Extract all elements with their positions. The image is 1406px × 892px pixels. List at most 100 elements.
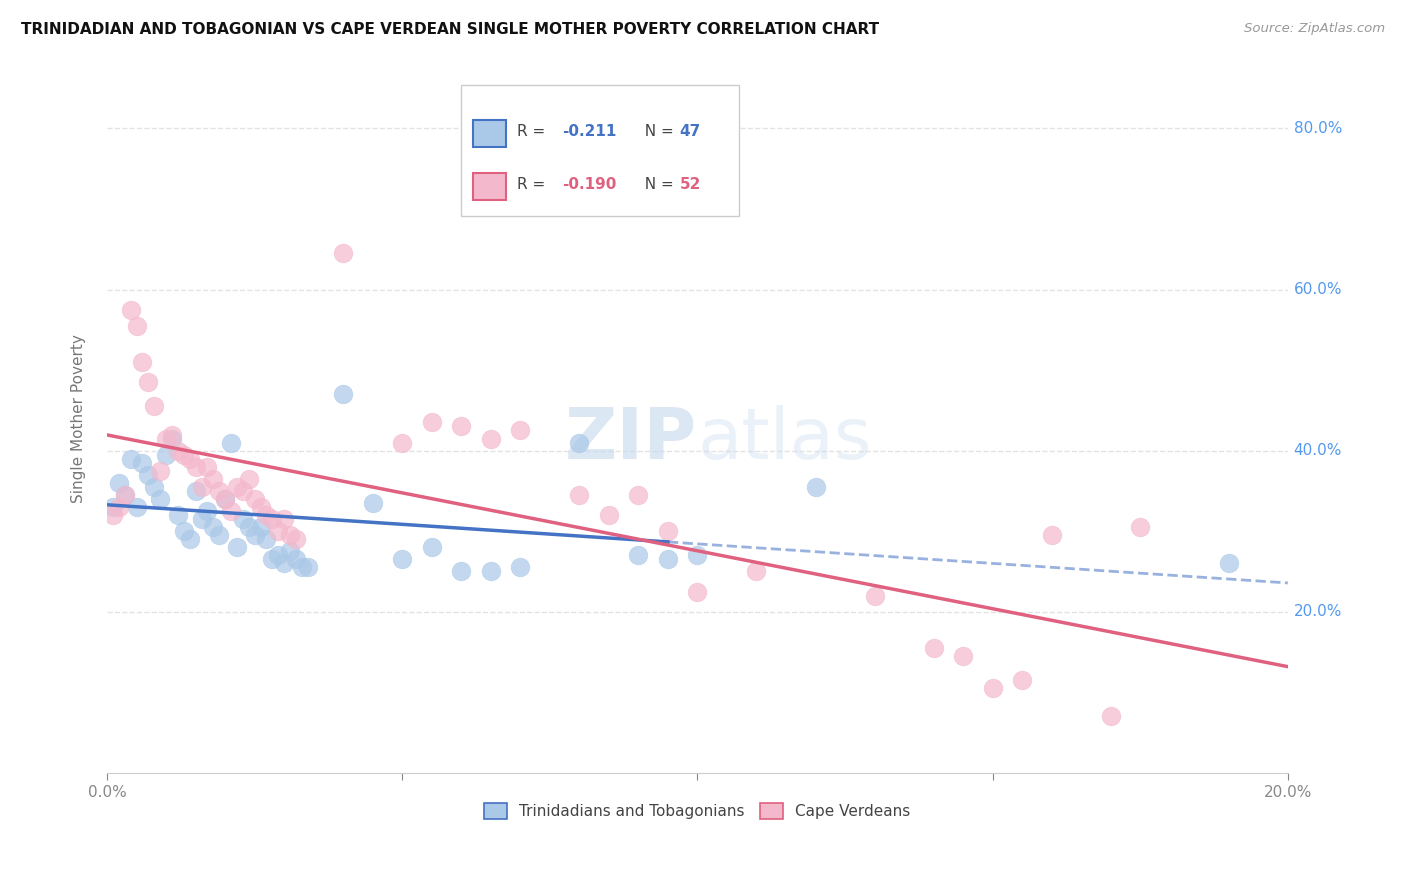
Point	[361, 496, 384, 510]
Point	[627, 488, 650, 502]
Text: N =: N =	[636, 177, 673, 192]
Point	[184, 459, 207, 474]
Point	[657, 524, 679, 538]
Point	[568, 435, 591, 450]
Point	[138, 467, 160, 482]
Point	[420, 541, 443, 555]
Legend: Trinidadians and Tobagonians, Cape Verdeans: Trinidadians and Tobagonians, Cape Verde…	[478, 797, 917, 825]
Point	[391, 435, 413, 450]
Text: 20.0%: 20.0%	[1294, 604, 1343, 619]
Point	[273, 557, 295, 571]
Point	[232, 483, 254, 498]
Point	[197, 459, 219, 474]
Point	[101, 500, 124, 514]
Point	[155, 448, 177, 462]
Point	[120, 302, 142, 317]
Point	[479, 432, 502, 446]
Point	[219, 435, 242, 450]
FancyBboxPatch shape	[472, 120, 506, 147]
Point	[238, 472, 260, 486]
Point	[125, 500, 148, 514]
Point	[208, 528, 231, 542]
Point	[160, 427, 183, 442]
Text: 40.0%: 40.0%	[1294, 443, 1343, 458]
FancyBboxPatch shape	[461, 86, 738, 217]
Point	[219, 504, 242, 518]
Point	[108, 475, 131, 490]
Point	[804, 480, 827, 494]
Point	[568, 488, 591, 502]
Point	[285, 552, 308, 566]
Point	[214, 491, 236, 506]
Point	[479, 565, 502, 579]
Text: Source: ZipAtlas.com: Source: ZipAtlas.com	[1244, 22, 1385, 36]
Point	[173, 524, 195, 538]
Point	[249, 520, 271, 534]
Point	[262, 512, 284, 526]
Point	[131, 355, 153, 369]
Point	[243, 528, 266, 542]
Point	[1218, 557, 1240, 571]
Point	[226, 480, 249, 494]
Point	[202, 472, 225, 486]
Point	[114, 488, 136, 502]
Point	[108, 500, 131, 514]
Point	[101, 508, 124, 522]
Point	[197, 504, 219, 518]
Point	[278, 528, 301, 542]
Point	[1040, 528, 1063, 542]
Point	[1011, 673, 1033, 687]
Point	[131, 456, 153, 470]
Text: N =: N =	[636, 124, 673, 139]
Text: atlas: atlas	[697, 405, 872, 475]
Point	[232, 512, 254, 526]
Point	[243, 491, 266, 506]
Point	[173, 448, 195, 462]
Point	[598, 508, 620, 522]
Point	[509, 424, 531, 438]
Point	[278, 544, 301, 558]
Point	[1099, 709, 1122, 723]
Point	[686, 549, 709, 563]
Point	[238, 520, 260, 534]
Text: 80.0%: 80.0%	[1294, 121, 1343, 136]
Point	[149, 464, 172, 478]
Point	[184, 483, 207, 498]
FancyBboxPatch shape	[472, 173, 506, 200]
Point	[863, 589, 886, 603]
Point	[1129, 520, 1152, 534]
Point	[745, 565, 768, 579]
Point	[249, 500, 271, 514]
Point	[179, 532, 201, 546]
Text: ZIP: ZIP	[565, 405, 697, 475]
Point	[267, 549, 290, 563]
Point	[273, 512, 295, 526]
Point	[627, 549, 650, 563]
Point	[981, 681, 1004, 696]
Point	[391, 552, 413, 566]
Point	[657, 552, 679, 566]
Point	[297, 560, 319, 574]
Point	[267, 524, 290, 538]
Text: TRINIDADIAN AND TOBAGONIAN VS CAPE VERDEAN SINGLE MOTHER POVERTY CORRELATION CHA: TRINIDADIAN AND TOBAGONIAN VS CAPE VERDE…	[21, 22, 879, 37]
Point	[143, 400, 166, 414]
Point	[202, 520, 225, 534]
Point	[120, 451, 142, 466]
Point	[420, 416, 443, 430]
Point	[285, 532, 308, 546]
Text: R =: R =	[517, 124, 546, 139]
Text: R =: R =	[517, 177, 546, 192]
Point	[167, 508, 190, 522]
Point	[226, 541, 249, 555]
Y-axis label: Single Mother Poverty: Single Mother Poverty	[72, 334, 86, 503]
Text: -0.190: -0.190	[561, 177, 616, 192]
Point	[138, 375, 160, 389]
Point	[686, 584, 709, 599]
Text: 52: 52	[679, 177, 702, 192]
Point	[332, 387, 354, 401]
Point	[952, 648, 974, 663]
Point	[114, 488, 136, 502]
Point	[262, 552, 284, 566]
Point	[922, 640, 945, 655]
Point	[509, 560, 531, 574]
